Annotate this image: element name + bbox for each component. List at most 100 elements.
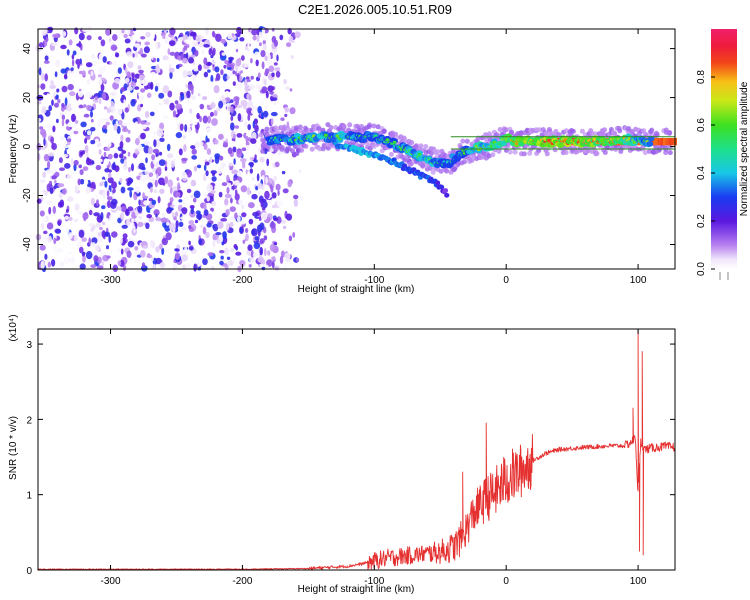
noise-blob [282, 188, 289, 194]
snr-frame [37, 328, 676, 571]
noise-blob [111, 163, 116, 171]
noise-blob [96, 199, 99, 207]
noise-blob [218, 133, 224, 140]
noise-blob [117, 260, 122, 266]
noise-blob [207, 69, 211, 73]
noise-blob [251, 193, 258, 200]
noise-blob [56, 118, 59, 124]
noise-blob [216, 166, 223, 174]
noise-blob [77, 46, 81, 52]
noise-blob [236, 215, 241, 223]
ridge-halo [261, 138, 267, 144]
noise-blob [146, 254, 153, 259]
noise-blob [244, 28, 248, 35]
noise-blob [170, 160, 176, 168]
noise-blob [165, 232, 172, 241]
noise-blob [186, 169, 192, 178]
noise-blob [81, 150, 85, 155]
noise-blob [140, 132, 146, 140]
noise-blob [164, 36, 169, 44]
noise-blob [274, 161, 280, 168]
noise-blob [197, 93, 201, 97]
noise-blob [259, 238, 265, 244]
noise-blob [119, 153, 124, 159]
noise-blob [226, 63, 231, 68]
noise-blob [188, 119, 194, 124]
noise-blob [276, 54, 279, 62]
noise-blob [231, 189, 234, 198]
noise-blob [226, 174, 230, 182]
noise-blob [143, 141, 150, 146]
noise-blob [252, 35, 257, 41]
steady-band-cell [663, 138, 666, 146]
noise-blob [80, 121, 87, 128]
noise-blob [203, 44, 210, 48]
noise-blob [229, 221, 234, 228]
noise-blob [156, 58, 160, 62]
noise-blob [151, 154, 156, 161]
noise-blob [271, 256, 276, 261]
noise-blob [210, 54, 214, 59]
noise-blob [233, 180, 240, 186]
noise-blob [205, 231, 210, 239]
noise-blob [146, 214, 152, 219]
noise-blob [132, 53, 135, 58]
noise-blob [107, 200, 111, 209]
noise-blob [92, 251, 98, 256]
noise-blob [169, 71, 173, 80]
noise-blob [175, 103, 183, 110]
noise-blob [231, 169, 238, 175]
noise-blob [46, 253, 53, 257]
noise-blob [70, 67, 74, 71]
steady-band-cell [657, 138, 660, 146]
noise-blob [190, 74, 197, 82]
noise-blob [261, 175, 265, 181]
noise-blob [188, 258, 196, 266]
noise-blob [153, 209, 160, 216]
noise-blob [117, 119, 123, 126]
noise-blob [262, 39, 266, 45]
snr-x-label: Height of straight line (km) [298, 584, 415, 595]
noise-blob [136, 36, 141, 43]
noise-blob [241, 204, 245, 210]
noise-blob [122, 142, 129, 151]
noise-blob [199, 141, 204, 146]
noise-blob [139, 175, 146, 183]
noise-blob [126, 51, 133, 57]
noise-blob [215, 73, 221, 81]
noise-blob [53, 246, 58, 254]
ridge-halo [546, 127, 552, 132]
noise-blob [227, 147, 233, 155]
noise-blob [230, 235, 236, 243]
noise-blob [112, 34, 118, 41]
noise-blob [68, 39, 73, 46]
noise-blob [215, 33, 222, 42]
ridge-halo [570, 128, 576, 134]
noise-blob [206, 196, 210, 202]
secondary-trace-point [444, 192, 450, 198]
ridge-halo [309, 146, 315, 152]
noise-blob [124, 107, 129, 113]
noise-blob [251, 176, 255, 181]
noise-blob [236, 149, 243, 158]
snr-plot-area [38, 329, 675, 570]
noise-blob [50, 70, 56, 75]
noise-blob [259, 246, 264, 256]
noise-blob [81, 237, 87, 243]
noise-blob [98, 158, 103, 163]
noise-blob [36, 205, 44, 210]
noise-blob [57, 98, 61, 104]
noise-blob [202, 96, 208, 101]
noise-blob [247, 42, 250, 49]
noise-blob [117, 91, 122, 100]
ridge-halo [260, 148, 266, 154]
noise-blob [82, 166, 89, 172]
noise-blob [282, 225, 287, 230]
noise-blob [295, 170, 300, 176]
noise-blob [112, 193, 115, 201]
noise-blob [188, 57, 194, 64]
noise-blob [145, 222, 150, 229]
noise-blob [159, 243, 163, 250]
noise-blob [229, 206, 236, 213]
noise-blob [157, 166, 162, 174]
